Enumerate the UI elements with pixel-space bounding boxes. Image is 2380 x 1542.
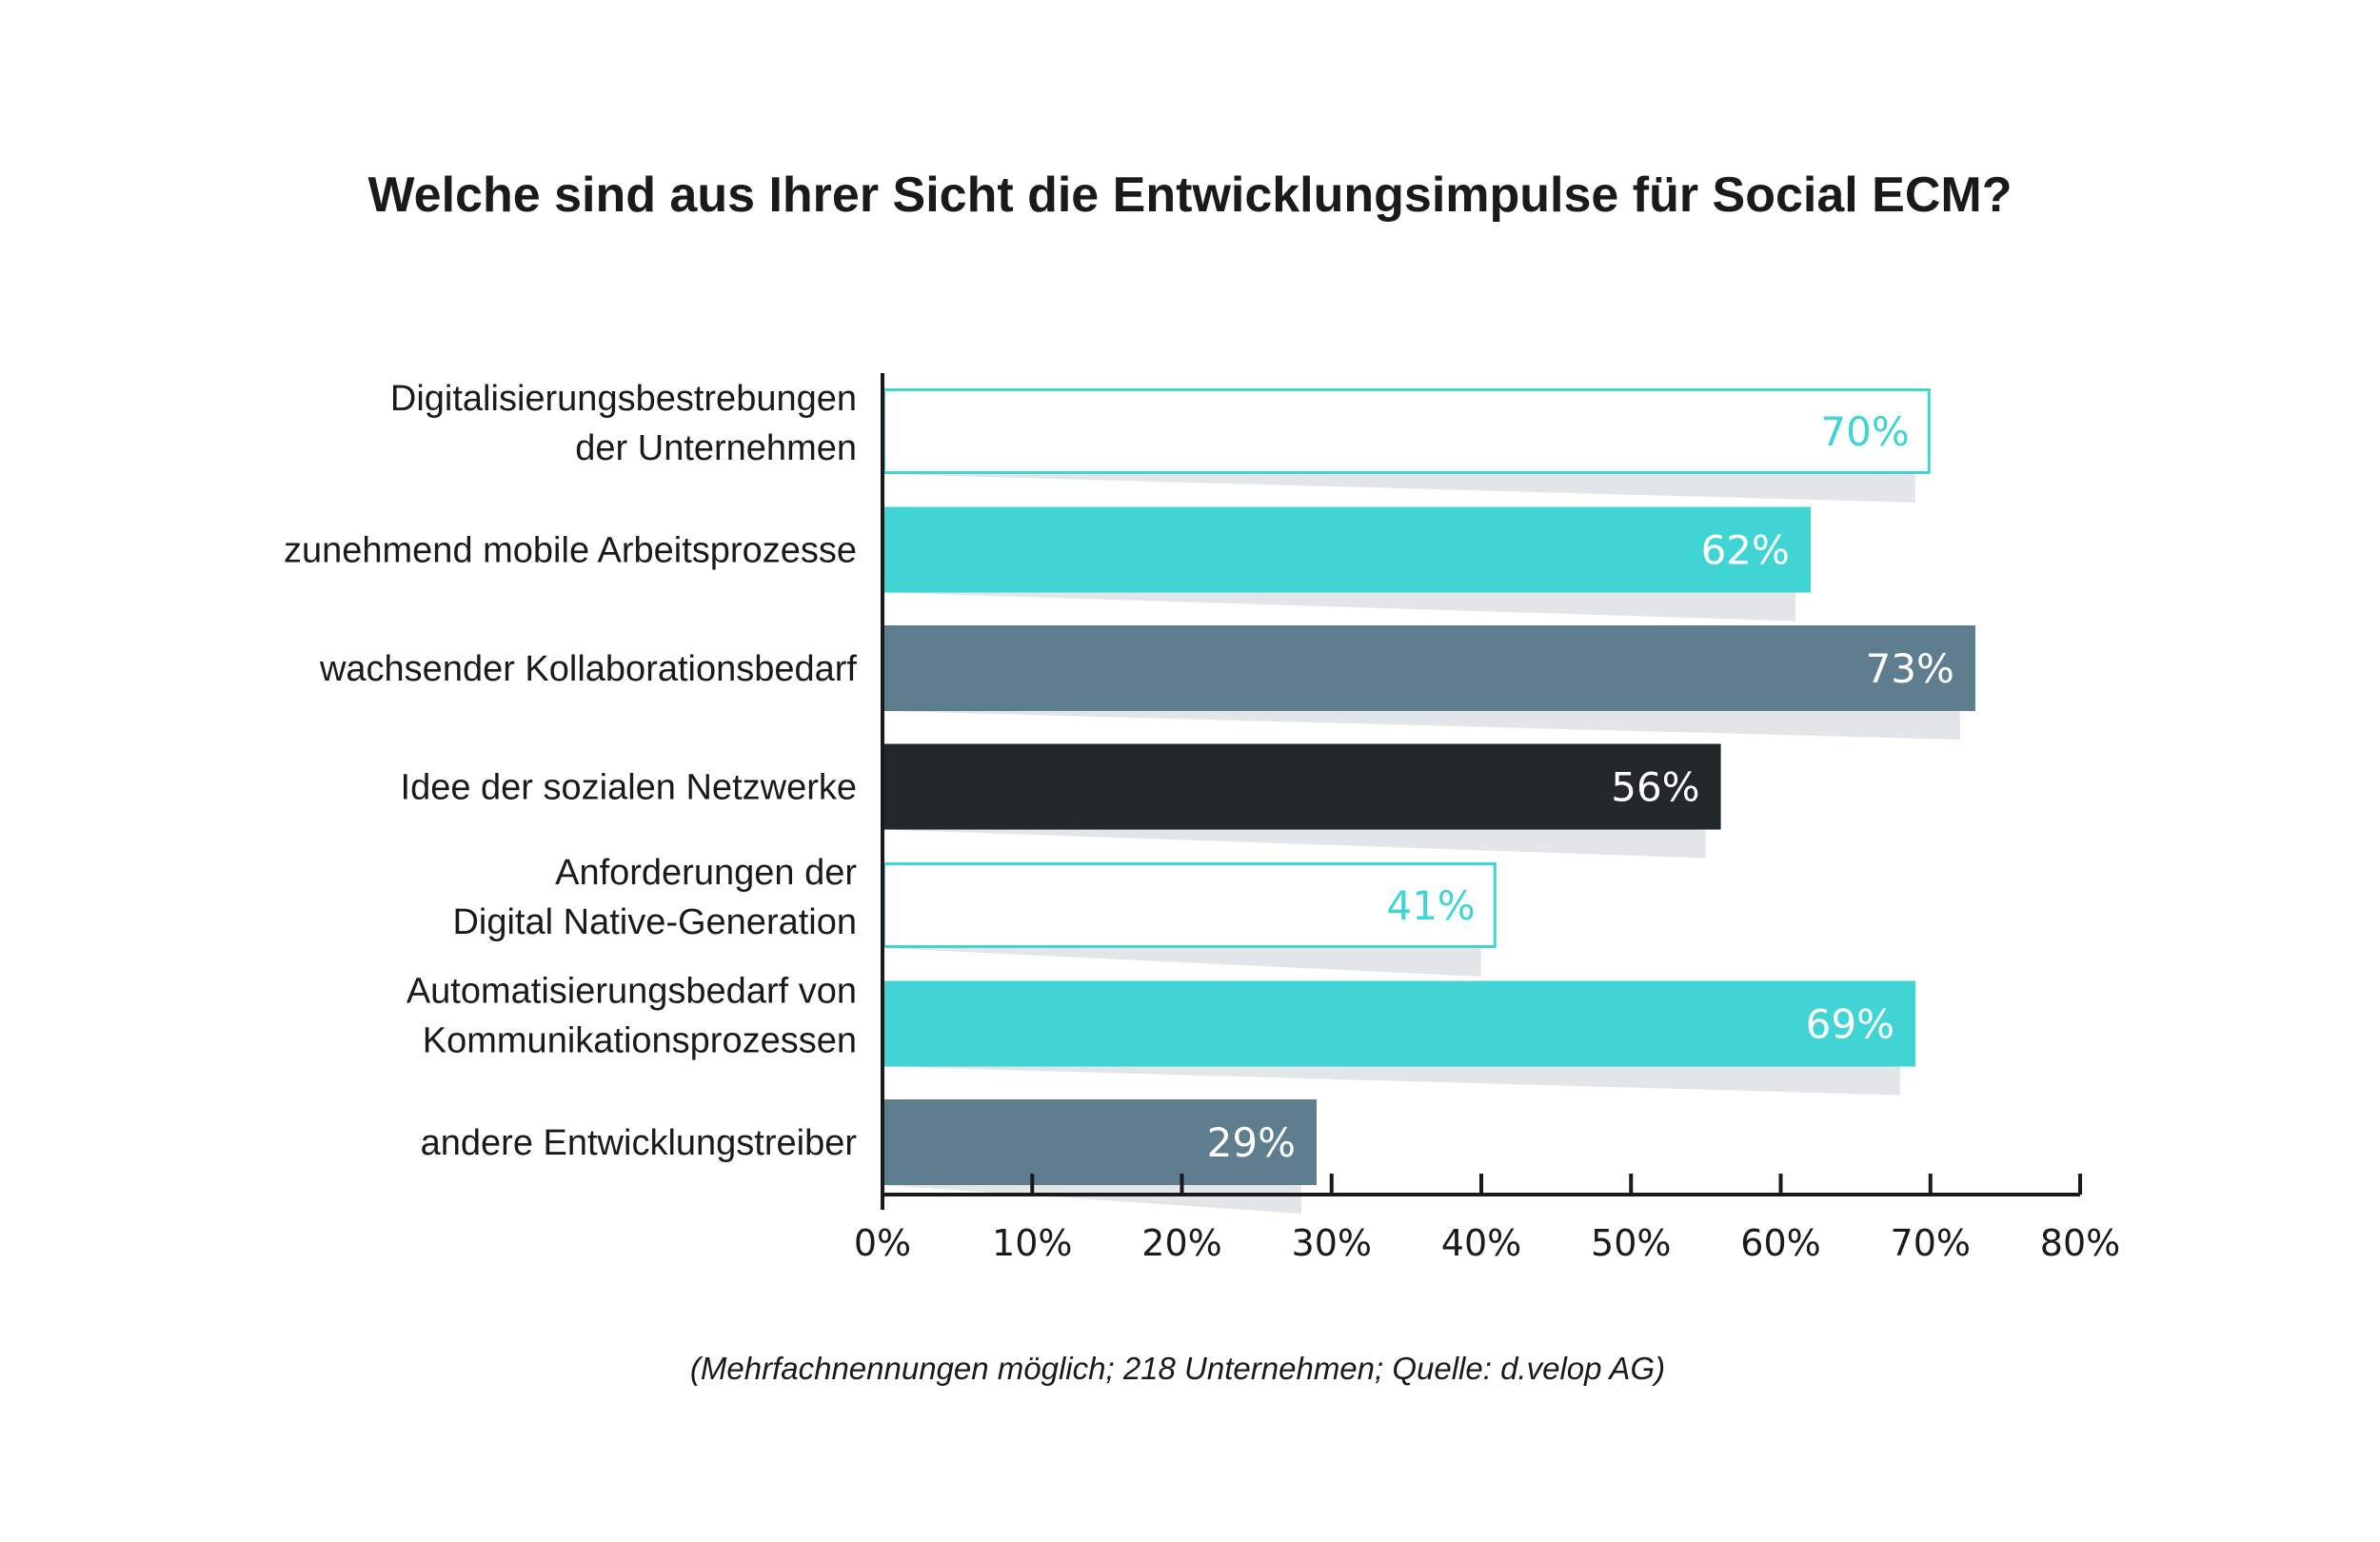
category-label: Idee der sozialen Netzwerke xyxy=(401,768,857,808)
x-tick-label: 80% xyxy=(2040,1222,2120,1264)
bar xyxy=(883,743,1721,830)
category-label: Digitalisierungsbestrebungen der Unterneh… xyxy=(390,379,857,468)
bar-value-label: 70% xyxy=(1820,408,1909,455)
x-tick-label: 30% xyxy=(1292,1222,1372,1264)
category-label: andere Entwicklungstreiber xyxy=(421,1123,858,1163)
bar xyxy=(883,1099,1318,1185)
x-tick-label: 20% xyxy=(1141,1222,1221,1264)
category-label: wachsender Kollaborationsbedarf xyxy=(319,649,857,689)
category-label: zunehmend mobile Arbeitsprozesse xyxy=(284,531,857,571)
bar-value-label: 73% xyxy=(1866,645,1954,692)
x-tick-label: 70% xyxy=(1891,1222,1971,1264)
bar-value-label: 41% xyxy=(1386,882,1475,929)
bar xyxy=(883,625,1975,711)
bar-value-label: 62% xyxy=(1701,527,1790,574)
bar-shadow xyxy=(883,829,1706,859)
bar-shadow xyxy=(883,711,1960,740)
x-tick-label: 0% xyxy=(854,1222,911,1264)
bar-shadows xyxy=(883,474,1960,1214)
bar xyxy=(883,862,1497,948)
bar xyxy=(883,980,1916,1067)
bar-shadow xyxy=(883,592,1795,622)
category-label: Automatisierungsbedarf von Kommunikations… xyxy=(407,972,857,1061)
x-tick-label: 60% xyxy=(1740,1222,1820,1264)
chart-title: Welche sind aus Ihrer Sicht die Entwickl… xyxy=(368,168,2013,223)
axes: 0% 10% 20% 30% 40% 50% 60% 70% 80% xyxy=(854,373,2120,1264)
bar xyxy=(883,506,1811,593)
value-labels: 70% 62% 73% 56% 41% 69% 29% xyxy=(1207,408,1954,1166)
x-tick-label: 40% xyxy=(1441,1222,1521,1264)
bar-shadow xyxy=(883,474,1915,503)
bar-value-label: 29% xyxy=(1207,1119,1296,1166)
x-tick-label: 10% xyxy=(992,1222,1072,1264)
bar-shadow xyxy=(883,1066,1901,1096)
bar-shadow xyxy=(883,1185,1302,1214)
bars xyxy=(883,388,1975,1185)
bar xyxy=(883,388,1931,474)
x-tick-label: 50% xyxy=(1591,1222,1671,1264)
category-label: Anforderungen der Digital Native-Generati… xyxy=(452,853,857,942)
category-labels: Digitalisierungsbestrebungen der Unterneh… xyxy=(284,379,857,1163)
bar-value-label: 56% xyxy=(1611,764,1699,811)
bar-shadow xyxy=(883,948,1481,977)
bar-value-label: 69% xyxy=(1806,1001,1894,1048)
source-footnote: (Mehrfachnennungen möglich; 218 Unterneh… xyxy=(690,1351,1665,1386)
